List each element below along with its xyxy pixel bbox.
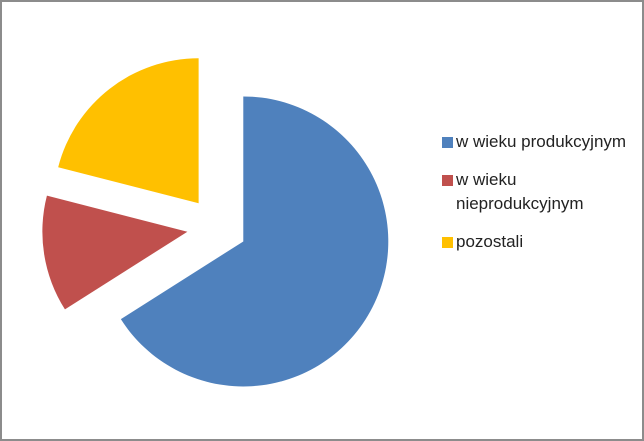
pie-slice bbox=[42, 195, 188, 310]
legend-item: w wieku produkcyjnym bbox=[442, 130, 632, 154]
legend-label: w wieku produkcyjnym bbox=[456, 132, 627, 151]
legend-swatch bbox=[442, 175, 453, 186]
legend-swatch bbox=[442, 137, 453, 148]
legend-item: w wieku nieprodukcyjnym bbox=[442, 168, 632, 216]
legend-label: w wieku nieprodukcyjnym bbox=[456, 170, 584, 213]
pie-slice bbox=[120, 96, 389, 387]
pie-slice bbox=[58, 58, 199, 204]
legend-item: pozostali bbox=[442, 230, 632, 254]
legend: w wieku produkcyjnym w wieku nieprodukcyj… bbox=[442, 130, 632, 268]
legend-swatch bbox=[442, 237, 453, 248]
legend-label: pozostali bbox=[456, 232, 524, 251]
